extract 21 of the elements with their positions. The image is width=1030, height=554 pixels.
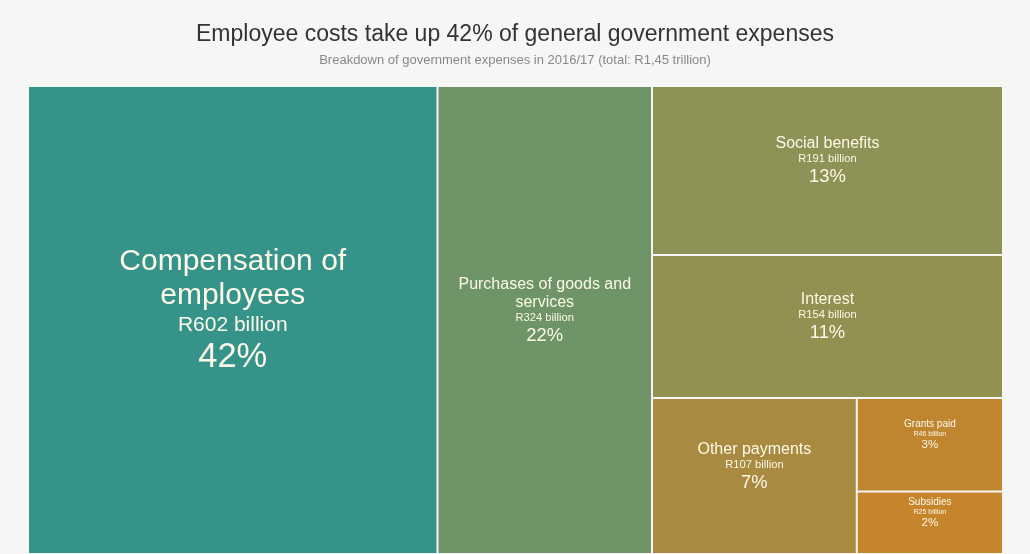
text: R107 billion — [725, 457, 784, 470]
data-label: 22% — [526, 323, 564, 345]
category-label: Compensation of employees — [119, 242, 347, 311]
text: Employee costs take up 42% of general government expenses — [196, 20, 834, 46]
category-label: Interest — [800, 290, 855, 308]
data-label: 11% — [809, 321, 846, 343]
data-label: 2% — [921, 515, 939, 528]
text: R191 billion — [798, 152, 857, 165]
text: R324 billion — [515, 310, 574, 323]
text: R154 billion — [798, 308, 857, 321]
category-label: Social benefits — [775, 134, 880, 152]
data-label: 3% — [921, 437, 939, 450]
text: R602 billion — [177, 311, 288, 335]
data-label: 42% — [198, 335, 268, 374]
category-label: Other payments — [697, 439, 812, 457]
category-label: Purchases of goods and services — [458, 274, 632, 311]
category-label: Subsidies — [908, 496, 952, 508]
category-label: Grants paid — [904, 418, 956, 430]
data-label: 13% — [809, 165, 846, 187]
data-label: 7% — [741, 470, 768, 492]
text: Breakdown of government expenses in 2016/17 (total: R1,45 trillion) — [319, 52, 711, 67]
